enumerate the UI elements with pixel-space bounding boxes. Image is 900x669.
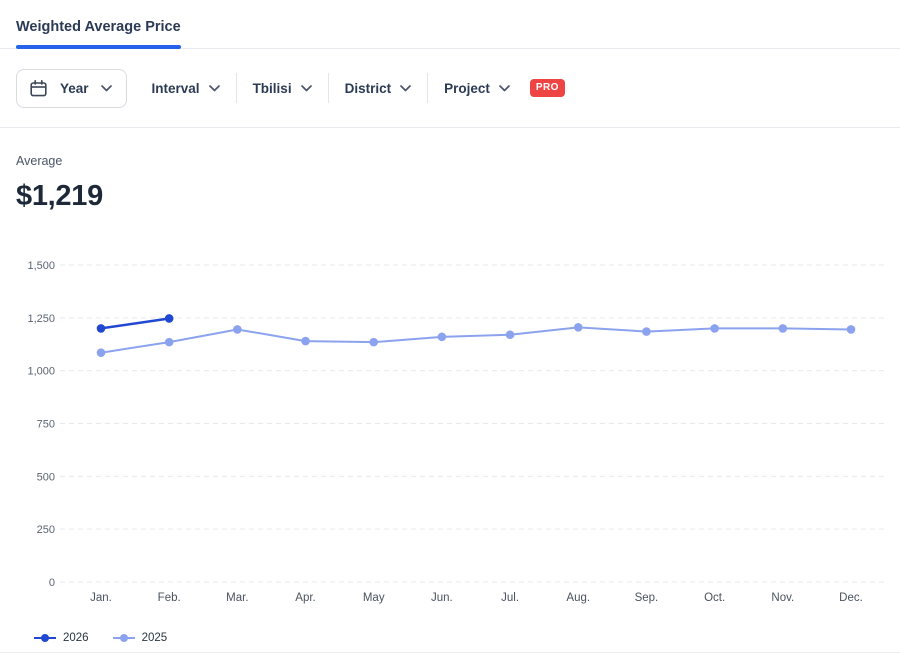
year-dropdown-label: Year	[60, 80, 89, 96]
legend-marker-icon	[34, 634, 56, 642]
chevron-down-icon	[400, 84, 411, 92]
filter-bar: Year Interval Tbilisi District	[0, 49, 900, 128]
y-axis-tick-label: 500	[37, 471, 55, 483]
project-dropdown-label: Project	[444, 80, 490, 96]
chart-legend: 2026 2025	[0, 616, 900, 653]
x-axis-tick-label: May	[363, 592, 385, 604]
data-point-2025	[369, 337, 379, 347]
data-point-2026	[164, 314, 174, 323]
filter-group: Interval Tbilisi District	[136, 73, 565, 104]
average-label: Average	[16, 154, 63, 168]
data-point-2025	[710, 324, 719, 333]
data-point-2025	[642, 327, 651, 336]
filter-divider	[427, 73, 429, 103]
x-axis-tick-label: Jun.	[431, 592, 453, 604]
legend-item-2025[interactable]: 2025	[112, 632, 168, 644]
filter-divider	[327, 73, 329, 103]
pro-badge: PRO	[529, 79, 565, 97]
line-chart: 0 250 500 750 1,000 1,250 1,500 Jan. Feb. Mar. Apr…	[0, 251, 900, 616]
x-axis-tick-label: Jan.	[90, 592, 112, 604]
city-dropdown[interactable]: Tbilisi	[237, 73, 328, 104]
filter-divider	[235, 73, 237, 103]
legend-marker-icon	[112, 634, 135, 642]
y-axis-tick-label: 0	[49, 577, 55, 589]
data-point-2025	[437, 332, 447, 342]
tab-weighted-average-price[interactable]: Weighted Average Price	[16, 19, 181, 49]
year-dropdown[interactable]: Year	[16, 68, 127, 108]
district-dropdown[interactable]: District	[329, 73, 428, 104]
average-value: $1,219	[16, 180, 103, 212]
y-axis-tick-label: 250	[37, 524, 55, 536]
data-point-2025	[301, 336, 310, 346]
y-axis-tick-label: 1,000	[27, 366, 55, 378]
data-point-2026	[96, 324, 106, 333]
project-dropdown[interactable]: Project	[428, 73, 526, 104]
chevron-down-icon	[499, 84, 510, 92]
x-axis-tick-label: Jul.	[501, 592, 519, 604]
chevron-down-icon	[208, 84, 220, 92]
legend-label: 2026	[63, 632, 89, 644]
series-line-2026	[99, 317, 171, 330]
x-axis-tick-label: Dec.	[839, 592, 863, 604]
x-axis-tick-label: Feb.	[158, 592, 181, 604]
calendar-icon	[29, 79, 48, 98]
legend-item-2026[interactable]: 2026	[34, 632, 89, 644]
city-dropdown-label: Tbilisi	[252, 80, 292, 96]
y-axis-tick-label: 1,250	[27, 313, 55, 325]
x-axis-tick-label: Nov.	[771, 592, 794, 604]
tabs-bar: Weighted Average Price	[0, 0, 900, 49]
x-axis-tick-label: Oct.	[704, 592, 725, 604]
active-tab-indicator	[16, 45, 181, 49]
data-point-2025	[573, 323, 583, 332]
data-point-2025	[505, 330, 515, 340]
tab-label: Weighted Average Price	[16, 19, 181, 35]
district-dropdown-label: District	[344, 80, 392, 96]
x-axis-tick-label: Apr.	[295, 592, 315, 604]
series-line-2025	[100, 326, 852, 354]
stats-section: Average $1,219	[0, 128, 900, 213]
chart-canvas: 0 250 500 750 1,000 1,250 1,500 Jan. Feb. Mar. Apr…	[27, 260, 886, 604]
x-axis-tick-label: Sep.	[635, 592, 659, 604]
interval-dropdown[interactable]: Interval	[136, 73, 236, 104]
x-axis-tick-label: Mar.	[226, 592, 248, 604]
y-axis-tick-label: 1,500	[27, 260, 55, 272]
data-point-2025	[96, 348, 106, 358]
x-axis-tick-label: Aug.	[566, 592, 590, 604]
chevron-down-icon	[100, 84, 112, 92]
data-point-2025	[846, 325, 856, 334]
chevron-down-icon	[300, 84, 312, 92]
interval-dropdown-label: Interval	[151, 80, 200, 96]
legend-label: 2025	[141, 632, 168, 644]
data-point-2025	[778, 324, 788, 333]
y-axis-tick-label: 750	[37, 419, 55, 431]
data-point-2025	[164, 337, 174, 347]
data-point-2025	[233, 325, 242, 334]
